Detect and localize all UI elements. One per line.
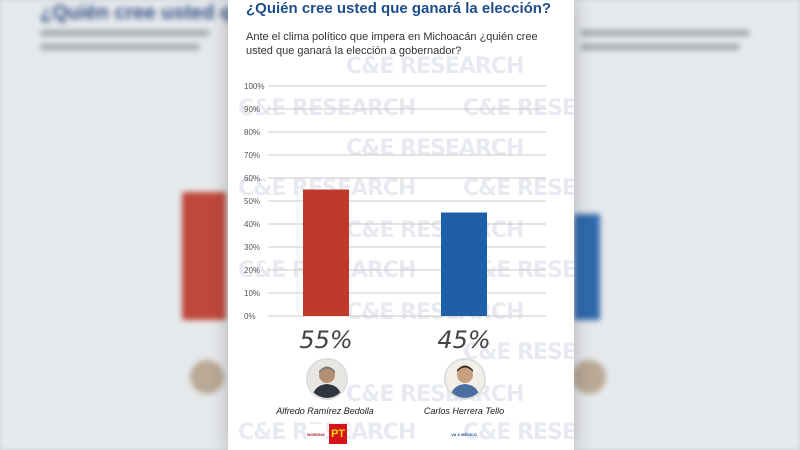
avatar-bedolla xyxy=(306,358,348,400)
background-text-line xyxy=(40,44,200,50)
person-icon xyxy=(308,360,346,398)
chart-subtitle: Ante el clima político que impera en Mic… xyxy=(246,31,538,57)
background-avatar xyxy=(572,360,606,394)
party-logo-text: VA X MÉXICO xyxy=(451,431,477,437)
person-icon xyxy=(446,360,484,398)
avatar-herrera xyxy=(444,358,486,400)
y-tick-label: 80% xyxy=(244,128,260,137)
watermark: C&E RESEARCH xyxy=(238,420,416,445)
chart-title: ¿Quién cree usted que ganará la elección… xyxy=(246,0,552,17)
y-tick-label: 100% xyxy=(244,82,264,91)
pt-logo: PT xyxy=(329,424,347,444)
y-tick-label: 10% xyxy=(244,289,260,298)
watermark-text: C&E RESEARCH xyxy=(463,420,574,445)
candidate-name-bedolla: Alfredo Ramírez Bedolla xyxy=(276,406,374,416)
survey-card: ¿Quién cree usted que ganará la elección… xyxy=(228,0,574,450)
party-logo-text: MORENA xyxy=(307,431,325,437)
background-bar-blue xyxy=(574,214,600,320)
y-tick-label: 60% xyxy=(244,174,260,183)
value-label-bedolla: 55% xyxy=(299,326,353,354)
y-tick-label: 30% xyxy=(244,243,260,252)
bar-bedolla xyxy=(303,189,349,316)
background-text-line xyxy=(580,30,750,36)
watermark-text: C&E RESEARCH xyxy=(238,420,416,445)
y-tick-label: 20% xyxy=(244,266,260,275)
background-bar-red xyxy=(182,192,226,320)
background-avatar xyxy=(190,360,224,394)
morena-logo: MORENA xyxy=(306,424,326,444)
watermark: C&E RESEARCH xyxy=(346,382,524,407)
value-label-herrera: 45% xyxy=(437,326,491,354)
party-logo-text: PT xyxy=(330,428,346,440)
y-tick-label: 70% xyxy=(244,151,260,160)
candidate-name-herrera: Carlos Herrera Tello xyxy=(423,406,505,416)
y-tick-label: 50% xyxy=(244,197,260,206)
watermark-text: C&E RESEARCH xyxy=(346,382,524,407)
watermark: C&E RESEARCH xyxy=(463,420,574,445)
y-tick-label: 90% xyxy=(244,105,260,114)
background-text-line xyxy=(40,30,210,36)
bar-chart: 0% 10% 20% 30% 40% 50% 60% 70% 80% 90% 100% xyxy=(244,82,546,321)
background-text-line xyxy=(580,44,740,50)
y-tick-label: 0% xyxy=(244,312,256,321)
bar-herrera xyxy=(441,212,487,316)
va-por-mexico-logo: VA X MÉXICO xyxy=(451,424,477,444)
y-tick-label: 40% xyxy=(244,220,260,229)
